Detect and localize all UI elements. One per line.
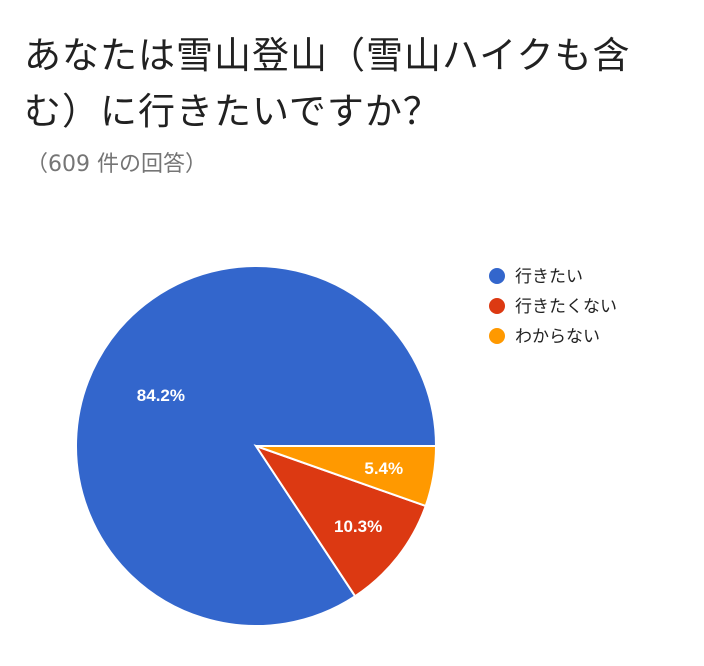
slice-label-2: 10.3%: [334, 517, 382, 536]
chart-title: あなたは雪山登山（雪山ハイクも含む）に行きたいですか？: [24, 34, 631, 133]
legend-marker-2: [489, 298, 505, 314]
slice-label-1: 84.2%: [137, 386, 185, 405]
pie-slice-3: [255, 445, 438, 508]
pie-slices: [75, 265, 438, 627]
legend-label-1: 行きたい: [515, 267, 583, 287]
slice-label-3: 5.4%: [364, 459, 403, 478]
pie-slice-labels: 84.2% 10.3% 5.4%: [137, 386, 403, 536]
legend-marker-1: [489, 268, 505, 284]
pie-slice-2: [253, 444, 427, 598]
legend-marker-3: [489, 328, 505, 344]
legend-label-2: 行きたくない: [515, 297, 617, 317]
legend-label-3: わからない: [515, 327, 600, 347]
response-count: （609 件の回答）: [26, 152, 207, 177]
